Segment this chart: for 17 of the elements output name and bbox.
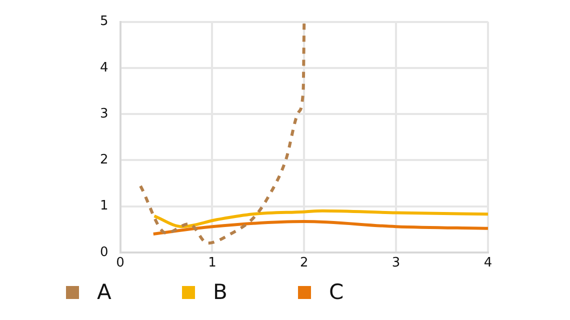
y-tick-label: 2 [100,152,108,168]
line-series [152,220,488,236]
legend-label: B [213,280,228,304]
y-tick-label: 5 [100,14,108,30]
line-series [138,22,306,245]
x-tick-label: 4 [484,256,492,271]
x-tick-label: 2 [300,256,308,271]
x-tick-label: 3 [392,256,400,271]
y-tick-label: 0 [100,244,108,260]
x-tick-label: 0 [116,256,124,271]
legend-label: A [97,280,112,304]
y-tick-label: 3 [100,106,108,122]
legend-label: C [329,280,344,304]
x-tick-label: 1 [208,256,216,271]
y-tick-label: 1 [100,198,108,214]
line-series [152,209,488,228]
y-tick-label: 4 [100,60,108,76]
